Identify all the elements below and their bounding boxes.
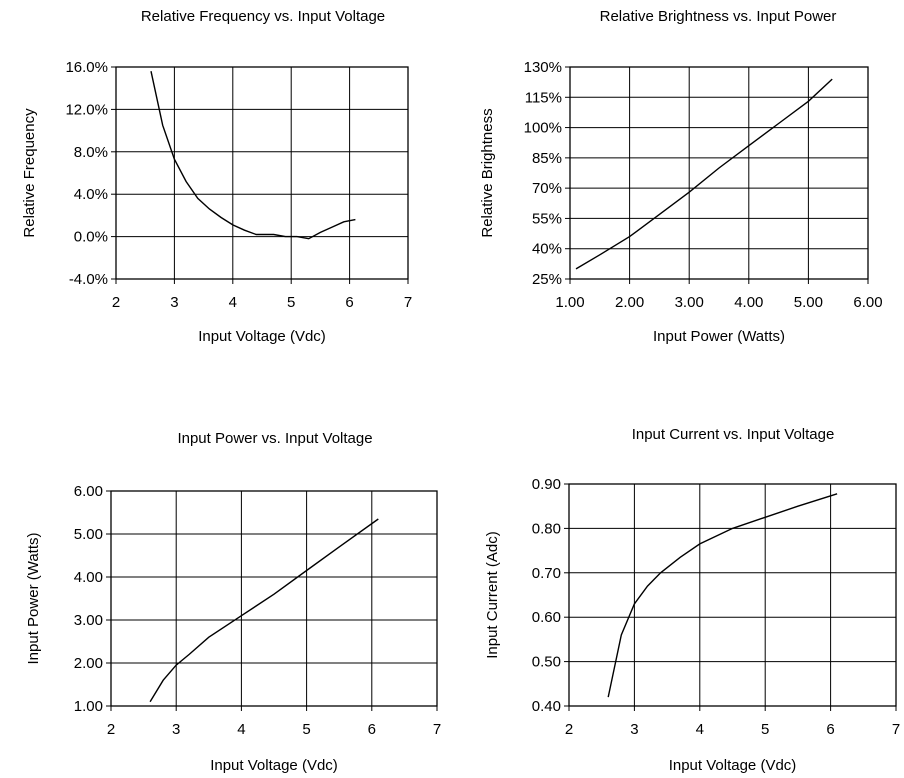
plot-frame <box>110 490 438 707</box>
x-tick-label: 7 <box>404 294 412 311</box>
y-tick-label: -4.0% <box>69 271 108 288</box>
y-tick-label: 0.60 <box>532 609 561 626</box>
y-tick-label: 85% <box>532 150 562 167</box>
x-tick-label: 3 <box>172 721 180 738</box>
y-tick-label: 4.0% <box>74 186 108 203</box>
y-axis-label: Relative Frequency <box>21 108 38 238</box>
chart-title: Input Power vs. Input Voltage <box>177 430 372 447</box>
x-tick-label: 4.00 <box>734 294 763 311</box>
y-tick-label: 70% <box>532 180 562 197</box>
plot-frame <box>569 66 869 280</box>
series-line <box>150 71 356 240</box>
x-tick-label: 5.00 <box>794 294 823 311</box>
y-tick-label: 12.0% <box>65 101 108 118</box>
x-tick-label: 3 <box>630 721 638 738</box>
x-tick-label: 4 <box>229 294 237 311</box>
x-tick-label: 3 <box>170 294 178 311</box>
y-tick-label: 1.00 <box>74 698 103 715</box>
chart-title: Input Current vs. Input Voltage <box>632 426 835 443</box>
y-tick-label: 4.00 <box>74 569 103 586</box>
x-tick-label: 7 <box>892 721 900 738</box>
series-line <box>149 518 379 703</box>
x-tick-label: 6 <box>368 721 376 738</box>
plot-frame <box>115 66 409 280</box>
x-tick-label: 6 <box>826 721 834 738</box>
series-line <box>607 493 838 698</box>
chart-title: Relative Brightness vs. Input Power <box>600 8 837 25</box>
x-tick-label: 1.00 <box>555 294 584 311</box>
chart-current: Input Current vs. Input Voltage 2 3 4 5 6 7 0.4… <box>484 426 900 774</box>
y-tick-label: 16.0% <box>65 59 108 76</box>
chart-bright: Relative Brightness vs. Input Power 1.00 2… <box>479 8 883 345</box>
chart-power: Input Power vs. Input Voltage 2 3 4 5 6 7 1.00 2… <box>25 430 441 774</box>
x-tick-label: 5 <box>287 294 295 311</box>
y-tick-label: 25% <box>532 271 562 288</box>
x-tick-label: 5 <box>302 721 310 738</box>
y-tick-label: 0.40 <box>532 698 561 715</box>
chart-freq: Relative Frequency vs. Input Voltage 2 3 4 5… <box>21 8 412 345</box>
y-tick-label: 130% <box>524 59 562 76</box>
y-tick-label: 6.00 <box>74 483 103 500</box>
y-tick-label: 55% <box>532 210 562 227</box>
x-tick-label: 4 <box>237 721 245 738</box>
y-tick-label: 115% <box>525 89 562 106</box>
x-tick-label: 3.00 <box>675 294 704 311</box>
x-axis-label: Input Power (Watts) <box>653 328 785 345</box>
chart-title: Relative Frequency vs. Input Voltage <box>141 8 385 25</box>
y-tick-label: 3.00 <box>74 612 103 629</box>
y-tick-label: 0.50 <box>532 654 561 671</box>
y-tick-label: 8.0% <box>74 144 108 161</box>
x-tick-label: 2.00 <box>615 294 644 311</box>
x-tick-label: 2 <box>107 721 115 738</box>
y-tick-label: 0.0% <box>74 229 108 246</box>
x-tick-label: 6 <box>345 294 353 311</box>
y-axis-label: Input Power (Watts) <box>25 533 42 665</box>
x-axis-label: Input Voltage (Vdc) <box>669 757 797 774</box>
y-tick-label: 40% <box>532 241 562 258</box>
y-tick-label: 0.90 <box>532 476 561 493</box>
series-line <box>575 78 833 270</box>
x-tick-label: 6.00 <box>853 294 882 311</box>
x-tick-label: 5 <box>761 721 769 738</box>
x-tick-label: 2 <box>565 721 573 738</box>
y-tick-label: 0.80 <box>532 520 561 537</box>
plot-frame <box>568 483 897 707</box>
x-axis-label: Input Voltage (Vdc) <box>210 757 338 774</box>
y-tick-label: 0.70 <box>532 565 561 582</box>
x-tick-label: 7 <box>433 721 441 738</box>
y-tick-label: 100% <box>524 120 562 137</box>
y-axis-label: Input Current (Adc) <box>484 531 501 659</box>
y-axis-label: Relative Brightness <box>479 108 496 237</box>
x-axis-label: Input Voltage (Vdc) <box>198 328 326 345</box>
y-tick-label: 2.00 <box>74 655 103 672</box>
x-tick-label: 2 <box>112 294 120 311</box>
x-tick-label: 4 <box>696 721 704 738</box>
y-tick-label: 5.00 <box>74 526 103 543</box>
